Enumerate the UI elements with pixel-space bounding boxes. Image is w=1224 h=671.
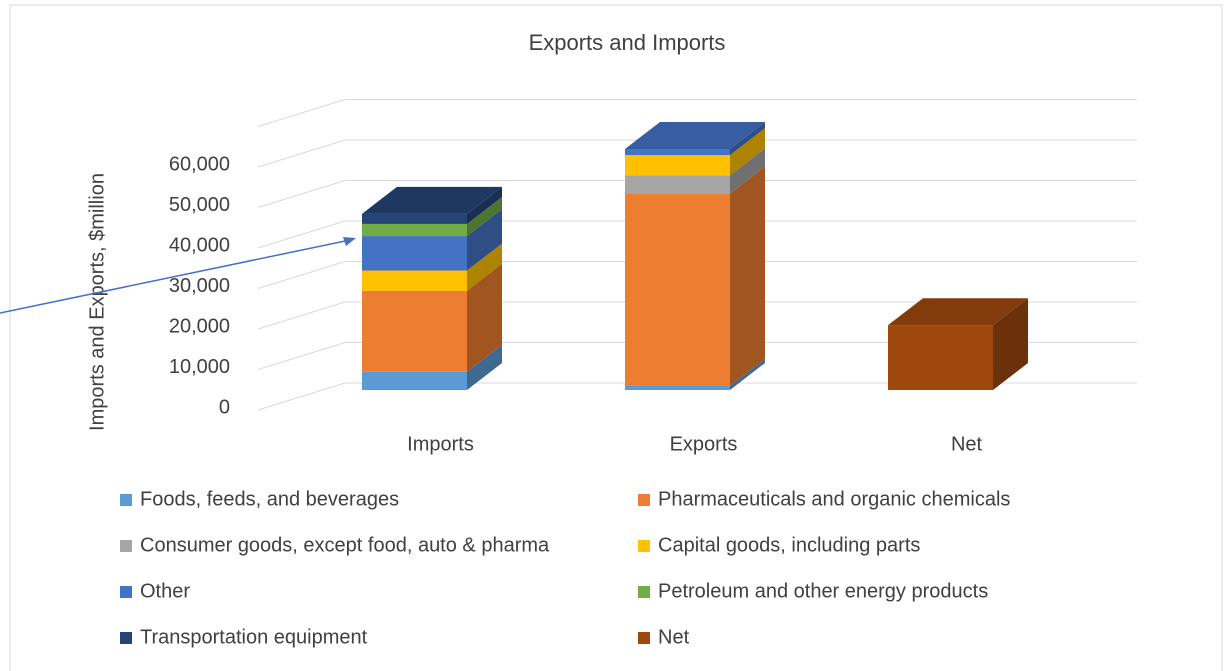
bar-side [467,186,502,224]
bar-segment [625,175,730,194]
chart-title: Exports and Imports [529,30,726,55]
grid-line-side [257,99,346,127]
legend-label: Petroleum and other energy products [658,580,988,602]
x-tick-label: Exports [670,433,738,455]
legend-label: Foods, feeds, and beverages [140,488,399,510]
y-tick-label: 60,000 [169,153,230,175]
bar-side [730,148,765,194]
chart-border [9,4,1223,671]
bar-segment [362,213,467,224]
bar-side [467,344,502,390]
legend-swatch [638,494,650,506]
grid-line-side [257,180,346,208]
legend-label: Pharmaceuticals and organic chemicals [658,488,1010,510]
legend-swatch [638,586,650,598]
y-tick-label: 30,000 [169,275,230,297]
bar-segment [362,371,467,390]
legend-swatch [638,540,650,552]
y-axis-label: Imports and Exports, $million [86,173,108,431]
bar-segment [625,155,730,176]
bar-segment [625,149,730,156]
y-tick-label: 20,000 [169,315,230,337]
bar-side [993,298,1028,390]
legend-label: Capital goods, including parts [658,534,920,556]
bar-segment [362,270,467,291]
x-tick-label: Imports [407,433,474,455]
annotation-arrow [0,239,351,314]
arrow-head [343,237,356,246]
legend-swatch [120,494,132,506]
bar-segment [625,193,730,386]
grid-line-side [257,301,346,330]
bar-side [730,358,765,390]
legend-label: Other [140,580,190,602]
bar-side [467,196,502,237]
bar-side [730,122,765,156]
y-tick-label: 50,000 [169,194,230,216]
legend-label: Net [658,626,690,648]
bar-segment [888,325,993,390]
bar-segment [362,290,467,372]
bar-side [467,243,502,291]
bar-top [888,298,1028,326]
bar-top [362,186,502,214]
bar-segment [362,223,467,237]
legend-swatch [638,632,650,644]
legend-swatch [120,632,132,644]
legend-swatch [120,540,132,552]
bar-top [625,122,765,150]
legend-label: Transportation equipment [140,626,368,648]
grid-line-side [257,220,346,249]
grid-line-side [257,139,346,168]
grid-line-side [257,261,346,289]
bar-side [467,209,502,271]
y-tick-label: 0 [219,396,230,418]
grid-line-side [257,342,346,370]
y-tick-label: 10,000 [169,356,230,378]
bar-side [730,166,765,386]
y-tick-label: 40,000 [169,234,230,256]
grid-line-side [257,382,346,411]
x-tick-label: Net [951,433,983,455]
bar-segment [625,385,730,390]
bar-side [730,128,765,176]
legend-label: Consumer goods, except food, auto & phar… [140,534,550,556]
bar-segment [362,236,467,271]
legend-swatch [120,586,132,598]
bar-side [467,263,502,372]
